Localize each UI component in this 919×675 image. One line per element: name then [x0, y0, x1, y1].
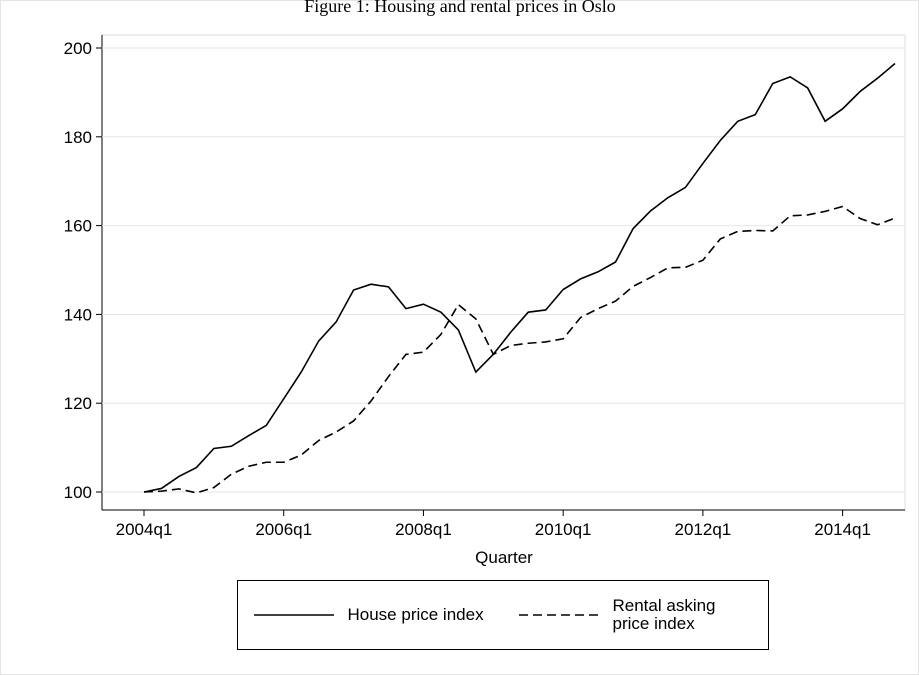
y-tick-label: 160 [64, 217, 92, 236]
x-axis-label: Quarter [475, 548, 533, 567]
y-tick-label: 200 [64, 39, 92, 58]
x-tick-label: 2012q1 [675, 520, 732, 539]
line [143, 205, 896, 494]
x-tick-label: 2014q1 [814, 520, 871, 539]
y-tick-label: 120 [64, 394, 92, 413]
legend: House price index Rental asking price ind… [237, 580, 769, 650]
x-tick-label: 2008q1 [395, 520, 452, 539]
y-tick-label: 140 [64, 305, 92, 324]
line [143, 62, 896, 493]
x-tick-label: 2006q1 [255, 520, 312, 539]
legend-swatch [253, 614, 334, 616]
y-tick-label: 180 [64, 128, 92, 147]
legend-label: Rental asking price index [612, 596, 716, 633]
legend-item: Rental asking price index [518, 596, 753, 633]
y-tick-label: 100 [64, 483, 92, 502]
legend-swatch [518, 614, 599, 616]
plot-area [101, 34, 906, 511]
chart-title: Figure 1: Housing and rental prices in O… [304, 0, 615, 16]
legend-item: House price index [253, 605, 488, 624]
x-tick-label: 2004q1 [116, 520, 173, 539]
legend-label: House price index [347, 605, 484, 624]
x-tick-label: 2010q1 [535, 520, 592, 539]
